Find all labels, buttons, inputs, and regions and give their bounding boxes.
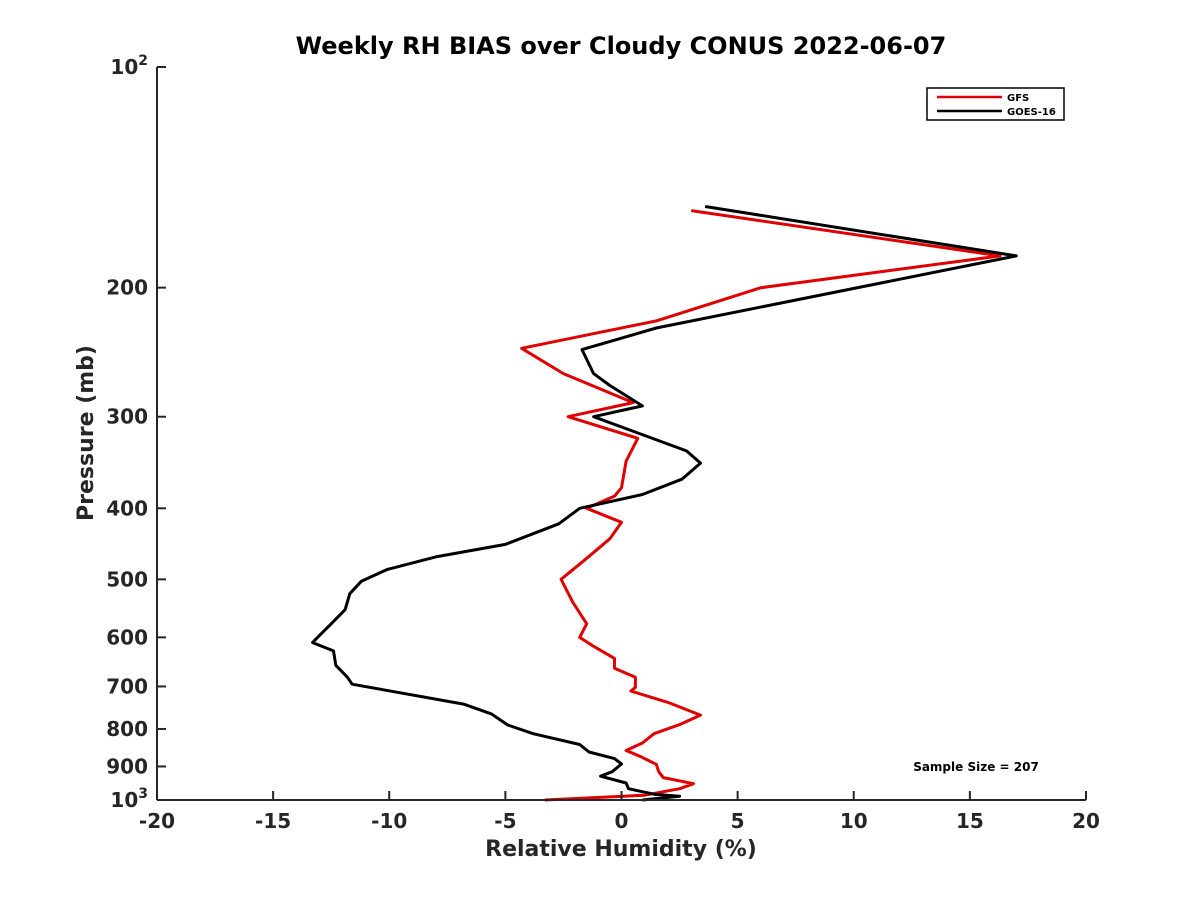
x-tick-label: 0 — [615, 809, 629, 833]
series-line-goes16 — [311, 205, 1018, 802]
chart-title: Weekly RH BIAS over Cloudy CONUS 2022-06… — [296, 32, 947, 60]
x-tick-label: 20 — [1072, 809, 1100, 833]
x-tick-label: -20 — [139, 809, 175, 833]
x-tick-label: 5 — [731, 809, 745, 833]
y-tick-label: 400 — [106, 496, 148, 520]
series-layer — [311, 205, 1018, 802]
series-line-gfs — [520, 209, 1002, 802]
y-tick-label: 200 — [106, 276, 148, 300]
x-tick-label: -15 — [255, 809, 291, 833]
y-axis-title: Pressure (mb) — [74, 345, 99, 521]
x-axis-title: Relative Humidity (%) — [485, 837, 757, 862]
y-axis-ticks: 102 200 300 400 500 600 700 800 900 103 — [106, 53, 166, 812]
y-tick-label: 500 — [106, 567, 148, 591]
x-tick-label: -5 — [494, 809, 516, 833]
legend-label-gfs: GFS — [1007, 93, 1029, 104]
y-tick-label: 700 — [106, 674, 148, 698]
y-tick-label: 600 — [106, 625, 148, 649]
y-tick-label: 102 — [110, 53, 148, 79]
x-tick-label: -10 — [371, 809, 407, 833]
x-tick-label: 15 — [956, 809, 984, 833]
legend: GFS GOES-16 — [926, 87, 1065, 121]
y-tick-label: 103 — [110, 786, 148, 812]
legend-box — [926, 87, 1065, 121]
x-axis-ticks: -20 -15 -10 -5 0 5 10 15 20 — [139, 791, 1100, 833]
y-tick-label: 800 — [106, 717, 148, 741]
legend-label-goes16: GOES-16 — [1007, 107, 1056, 118]
sample-size-annotation: Sample Size = 207 — [913, 760, 1039, 774]
y-tick-label: 900 — [106, 754, 148, 778]
y-tick-label: 300 — [106, 405, 148, 429]
x-tick-label: 10 — [840, 809, 868, 833]
